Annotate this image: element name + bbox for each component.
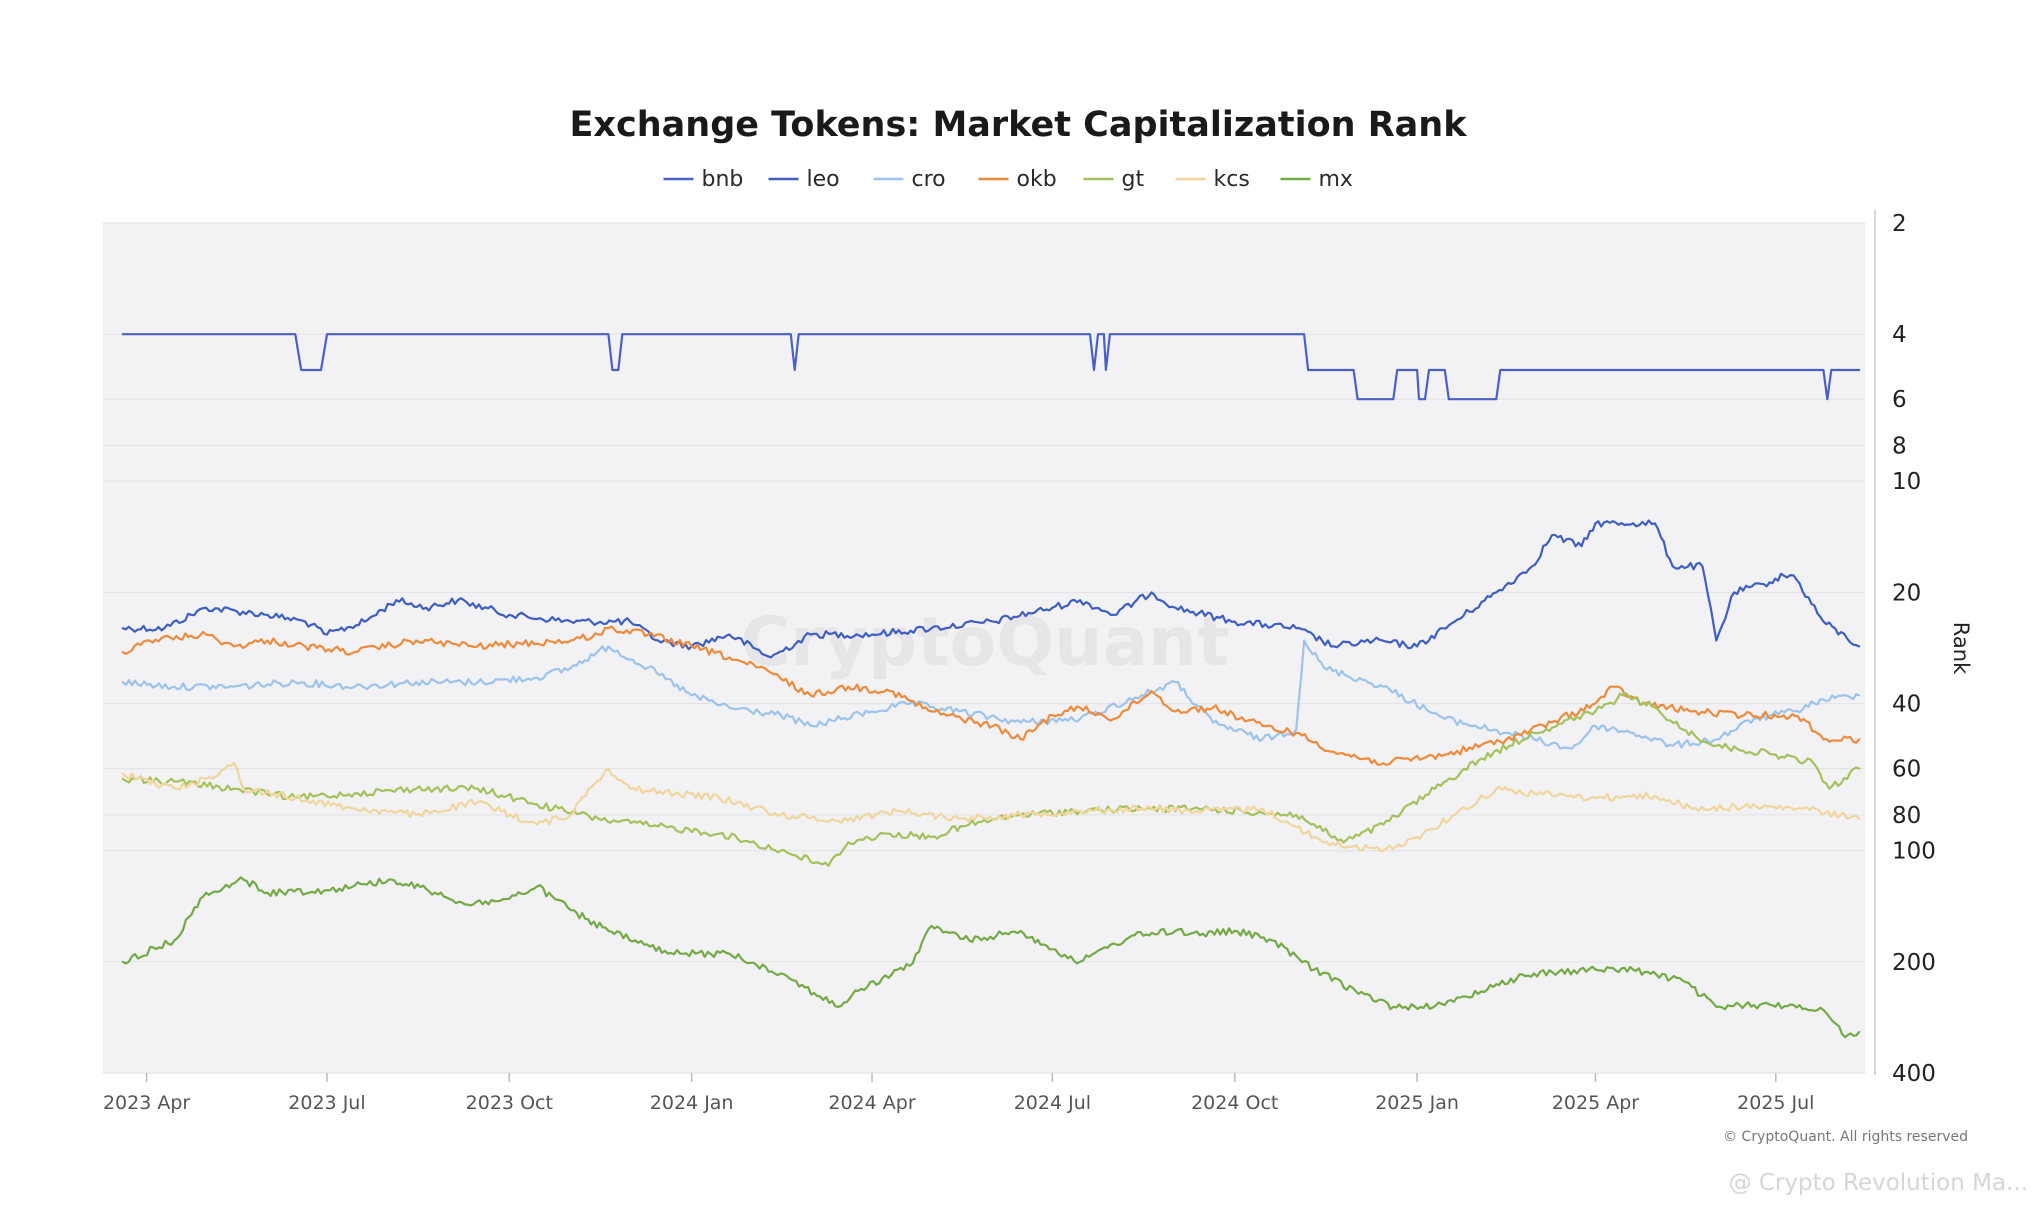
x-tick-label: 2023 Apr — [103, 1092, 190, 1114]
y-tick-label: 200 — [1892, 950, 1936, 976]
y-tick-label: 6 — [1892, 387, 1907, 413]
series-line-kcs — [121, 762, 1861, 853]
x-axis-ticks: 2023 Apr 2023 Jul 2023 Oct 2024 Jan 2024 Apr… — [103, 1073, 1814, 1114]
legend-label-leo: leo — [807, 167, 840, 192]
y-tick-label: 4 — [1892, 322, 1907, 348]
series-line-mx — [121, 876, 1861, 1039]
x-tick-label: 2024 Jan — [650, 1092, 734, 1114]
x-tick-label: 2025 Jan — [1375, 1092, 1459, 1114]
legend-label-mx: mx — [1319, 167, 1353, 192]
legend-label-cro: cro — [912, 167, 946, 192]
series-line-cro — [121, 639, 1861, 750]
x-tick-label: 2025 Jul — [1737, 1092, 1814, 1114]
y-tick-label: 80 — [1892, 803, 1921, 829]
series-line-leo — [121, 519, 1861, 659]
copyright-text: © CryptoQuant. All rights reserved — [1723, 1129, 1968, 1145]
watermark: CryptoQuant — [741, 603, 1230, 682]
series-line-okb — [121, 625, 1861, 766]
credit-text: @ Crypto Revolution Ma... — [1729, 1170, 2028, 1196]
y-tick-label: 100 — [1892, 839, 1936, 865]
x-tick-label: 2024 Apr — [828, 1092, 915, 1114]
y-tick-label: 20 — [1892, 580, 1921, 606]
series-line-gt — [121, 692, 1861, 867]
y-axis-label: Rank — [1949, 622, 1973, 675]
y-axis-ticks: 2 4 6 8 10 20 40 60 80 100 200 400 — [1892, 211, 1936, 1087]
x-tick-label: 2024 Jul — [1014, 1092, 1091, 1114]
legend: bnb leo cro okb gt kcs mx — [663, 167, 1353, 192]
series-line-bnb — [121, 333, 1861, 401]
legend-label-okb: okb — [1017, 167, 1057, 192]
series-lines — [121, 333, 1861, 1039]
x-tick-label: 2024 Oct — [1191, 1092, 1278, 1114]
x-tick-label: 2023 Oct — [466, 1092, 553, 1114]
legend-label-bnb: bnb — [702, 167, 744, 192]
y-tick-label: 40 — [1892, 692, 1921, 718]
chart-title: Exchange Tokens: Market Capitalization R… — [570, 105, 1468, 145]
y-tick-label: 10 — [1892, 469, 1921, 495]
y-tick-label: 400 — [1892, 1061, 1936, 1087]
x-tick-label: 2023 Jul — [288, 1092, 365, 1114]
y-tick-label: 2 — [1892, 211, 1907, 237]
y-tick-label: 8 — [1892, 433, 1907, 459]
legend-label-kcs: kcs — [1214, 167, 1250, 192]
y-tick-label: 60 — [1892, 757, 1921, 783]
legend-label-gt: gt — [1122, 167, 1145, 192]
x-tick-label: 2025 Apr — [1552, 1092, 1639, 1114]
plot-area — [103, 223, 1865, 1073]
